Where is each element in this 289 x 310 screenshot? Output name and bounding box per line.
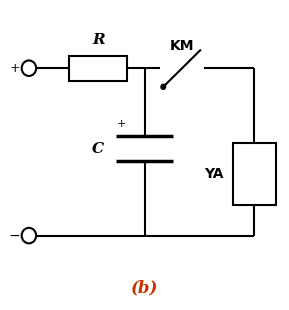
Text: −: −: [9, 228, 20, 243]
Text: (b): (b): [131, 280, 158, 297]
Bar: [69, 56, 127, 81]
Text: R: R: [92, 33, 105, 46]
Text: C: C: [92, 142, 104, 156]
Text: YA: YA: [205, 166, 224, 181]
Text: KM: KM: [170, 39, 194, 54]
Text: +: +: [117, 119, 126, 129]
Circle shape: [161, 84, 166, 89]
Bar: [233, 143, 276, 205]
Text: +: +: [9, 62, 20, 75]
